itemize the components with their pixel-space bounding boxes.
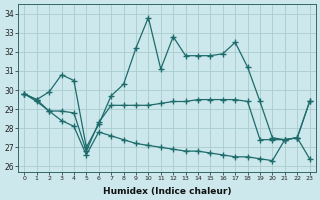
X-axis label: Humidex (Indice chaleur): Humidex (Indice chaleur) [103, 187, 231, 196]
